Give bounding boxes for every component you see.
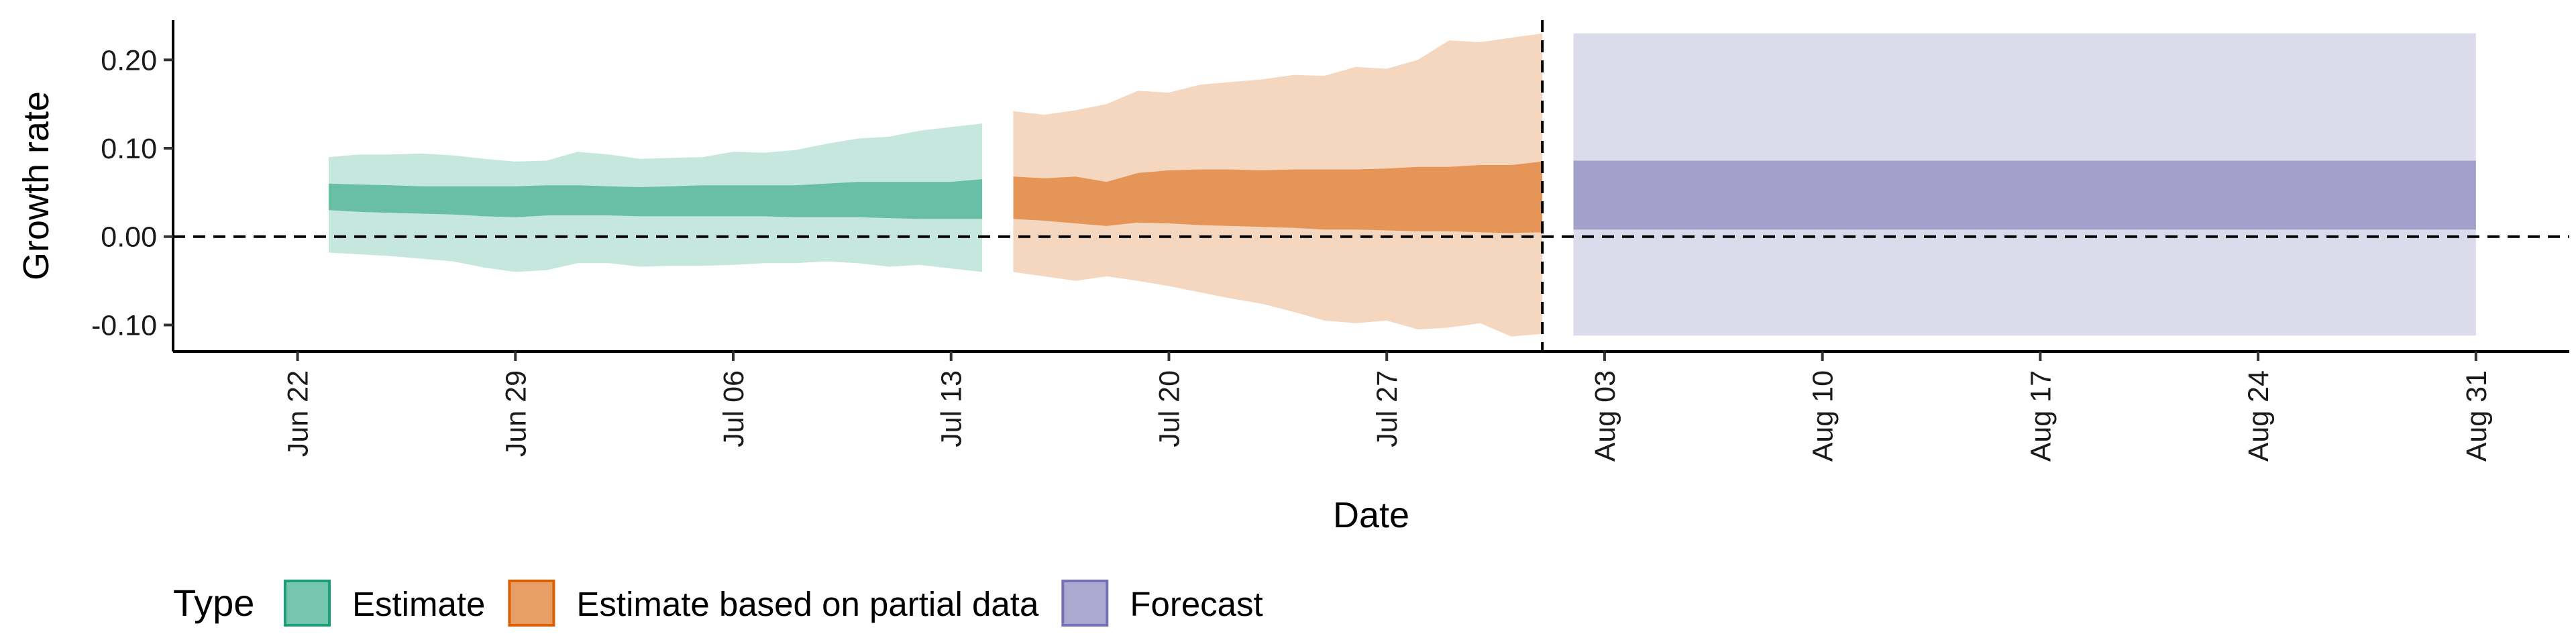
x-tick-label: Jul 27	[1371, 370, 1403, 447]
legend-key-forecast	[1061, 580, 1109, 627]
x-tick-label: Jul 13	[936, 370, 968, 447]
estimate-50-band	[328, 179, 983, 219]
legend-label-estimate-based-on-partial-data: Estimate based on partial data	[576, 585, 1039, 623]
legend-key-estimate	[284, 580, 331, 627]
x-tick-label: Jul 06	[718, 370, 750, 447]
legend-label-estimate: Estimate	[352, 585, 485, 623]
y-tick-label: -0.10	[91, 309, 157, 341]
x-axis-title: Date	[1333, 495, 1409, 535]
estimate-based-on-partial-data-50-band	[1013, 161, 1543, 233]
y-tick-label: 0.20	[101, 44, 157, 76]
reference-lines	[173, 20, 2569, 352]
forecast-50-band	[1573, 160, 2476, 230]
legend-title: Type	[173, 582, 254, 624]
x-tick-label: Aug 31	[2461, 370, 2493, 462]
x-tick-label: Jul 20	[1153, 370, 1185, 447]
y-axis-title: Growth rate	[16, 91, 56, 280]
x-tick-label: Jun 22	[282, 370, 315, 457]
legend-label-forecast: Forecast	[1130, 585, 1263, 623]
legend-key-estimate-based-on-partial-data	[508, 580, 555, 627]
y-tick-label: 0.10	[101, 133, 157, 165]
x-tick-label: Aug 10	[1807, 370, 1839, 462]
y-tick-label: 0.00	[101, 221, 157, 254]
ribbon-layer	[328, 33, 2476, 337]
x-tick-label: Aug 03	[1589, 370, 1621, 462]
legend: Type Estimate Estimate based on partial d…	[173, 580, 1263, 627]
x-tick-label: Aug 24	[2243, 370, 2275, 462]
x-tick-label: Aug 17	[2025, 370, 2057, 462]
axes: -0.10 0.00 0.10 0.20 Jun 22 Jun 29 Jul 06 Jul 1…	[91, 20, 2569, 462]
x-tick-label: Jun 29	[500, 370, 532, 457]
